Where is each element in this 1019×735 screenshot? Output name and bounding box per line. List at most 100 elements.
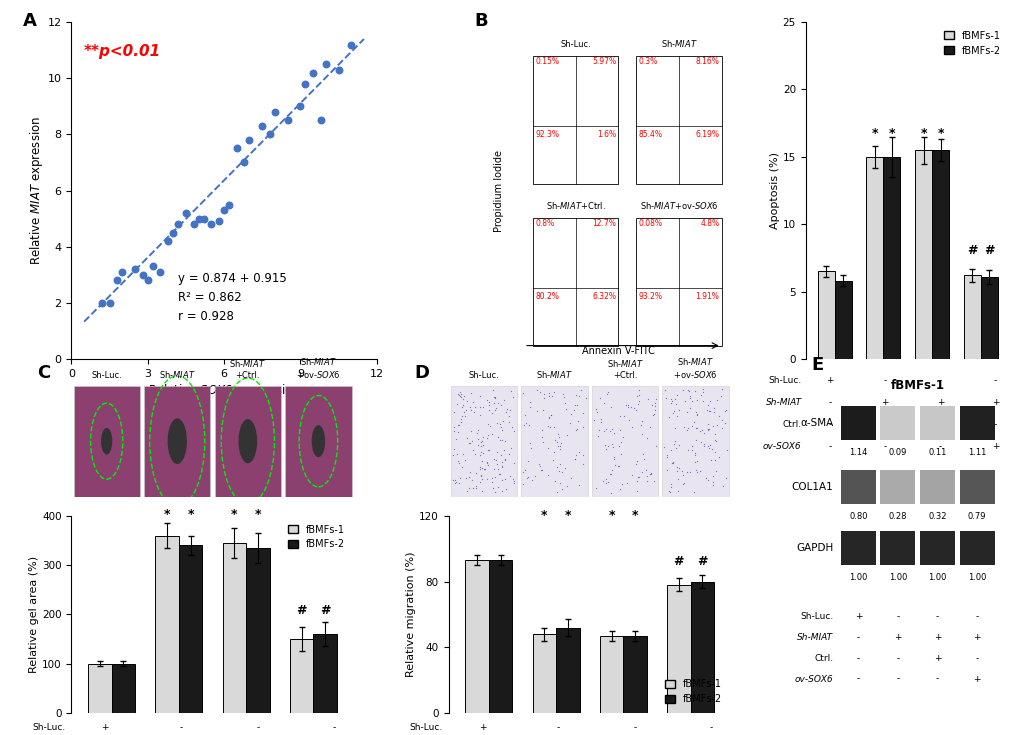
Text: -: -	[256, 723, 259, 732]
Point	[633, 429, 649, 440]
Point	[466, 448, 482, 460]
Point	[574, 420, 590, 432]
Point	[546, 434, 562, 446]
Point	[611, 436, 628, 448]
Point	[604, 441, 621, 453]
Point	[678, 467, 694, 478]
Point	[662, 481, 679, 493]
Point	[473, 437, 489, 448]
Text: Sh-$MIAT$+ov-$SOX6$: Sh-$MIAT$+ov-$SOX6$	[639, 200, 717, 211]
Point	[483, 428, 499, 440]
Point	[687, 456, 703, 468]
Text: 8.16%: 8.16%	[695, 57, 718, 66]
Text: *: *	[631, 509, 638, 522]
Point	[556, 462, 573, 474]
Text: Sh-Luc.: Sh-Luc.	[33, 723, 65, 732]
Point	[484, 476, 500, 488]
Point	[642, 467, 658, 479]
Point	[470, 425, 486, 437]
Point	[526, 470, 542, 481]
Point	[475, 439, 491, 451]
Point	[601, 468, 618, 480]
Point	[475, 447, 491, 459]
Text: 93.2%: 93.2%	[638, 292, 662, 301]
Point	[467, 467, 483, 478]
Text: GAPDH: GAPDH	[796, 543, 833, 553]
Point	[541, 412, 557, 423]
Point	[447, 476, 464, 487]
Point	[642, 468, 658, 480]
Point	[666, 423, 683, 434]
Point	[487, 471, 503, 483]
Point	[449, 420, 466, 431]
Point	[628, 455, 644, 467]
Point	[714, 481, 731, 492]
Point	[114, 266, 130, 278]
Point	[517, 464, 533, 476]
Point	[638, 475, 654, 487]
Text: #: #	[297, 604, 307, 617]
Point	[608, 460, 625, 472]
Point	[602, 467, 619, 479]
Point	[462, 467, 478, 478]
Point	[459, 432, 475, 444]
Point	[481, 400, 497, 412]
Text: -: -	[882, 442, 887, 451]
Bar	[533, 218, 618, 345]
Point	[557, 404, 574, 415]
Text: 0.32: 0.32	[927, 512, 946, 521]
Text: +: +	[935, 398, 944, 407]
Text: Sh-$MIAT$
+Ctrl.: Sh-$MIAT$ +Ctrl.	[606, 358, 643, 379]
Point	[683, 444, 699, 456]
Text: *: *	[919, 126, 926, 140]
Point	[680, 422, 696, 434]
Point	[667, 410, 684, 422]
Point	[446, 477, 463, 489]
Bar	[959, 531, 994, 564]
Point	[496, 473, 513, 485]
Point	[479, 444, 495, 456]
Point	[718, 444, 735, 456]
Point	[689, 394, 705, 406]
Bar	[882, 157, 900, 359]
Point	[462, 437, 478, 449]
Point	[480, 459, 496, 471]
Text: 0.11: 0.11	[927, 448, 946, 457]
Point	[489, 462, 505, 474]
Point	[588, 406, 604, 418]
Point	[689, 466, 705, 478]
Point	[698, 404, 714, 415]
Point	[545, 421, 561, 433]
Point	[446, 421, 463, 433]
Point	[685, 486, 701, 498]
Point	[453, 409, 470, 421]
Point	[658, 464, 675, 476]
Point	[485, 453, 501, 465]
Point	[479, 457, 495, 469]
Point	[501, 470, 518, 482]
Point	[495, 445, 512, 456]
Point	[473, 455, 489, 467]
Point	[312, 115, 328, 126]
Point	[489, 431, 505, 443]
Point	[445, 406, 462, 418]
Point	[448, 448, 465, 460]
Point	[450, 477, 467, 489]
Point	[454, 448, 471, 460]
Point	[464, 475, 480, 487]
Point	[562, 409, 579, 420]
Point	[461, 437, 477, 449]
Point	[568, 424, 584, 436]
Text: Sh-$MIAT$
+ov-$SOX6$: Sh-$MIAT$ +ov-$SOX6$	[296, 356, 340, 379]
Bar	[919, 531, 954, 564]
Point	[703, 443, 719, 455]
Point	[450, 457, 467, 469]
Point	[221, 198, 237, 210]
Point	[637, 465, 653, 476]
Bar	[532, 634, 555, 713]
Point	[660, 411, 677, 423]
Point	[236, 157, 253, 168]
Point	[682, 467, 698, 478]
Text: -: -	[827, 442, 830, 451]
Text: D: D	[415, 364, 429, 382]
